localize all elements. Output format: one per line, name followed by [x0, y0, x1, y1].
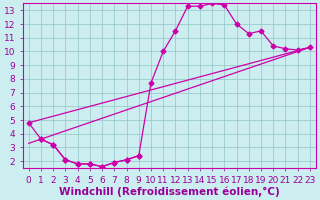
- X-axis label: Windchill (Refroidissement éolien,°C): Windchill (Refroidissement éolien,°C): [59, 186, 280, 197]
